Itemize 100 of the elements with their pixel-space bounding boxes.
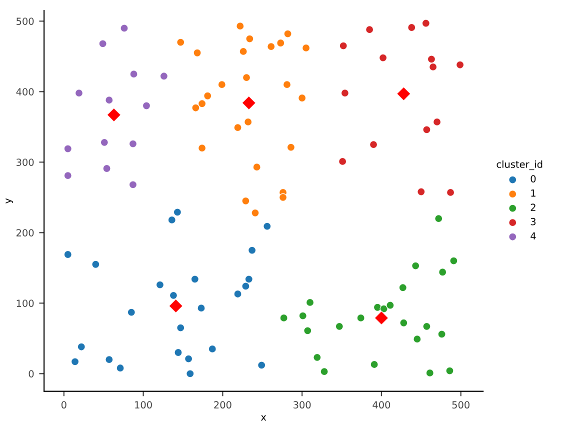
point bbox=[298, 312, 308, 320]
point bbox=[450, 256, 458, 266]
point bbox=[192, 104, 200, 112]
point bbox=[105, 96, 114, 104]
point bbox=[426, 368, 434, 378]
point bbox=[64, 144, 72, 153]
point bbox=[242, 73, 251, 82]
point bbox=[434, 214, 443, 223]
y-tick-label: 300 bbox=[16, 158, 34, 166]
point bbox=[244, 118, 252, 126]
legend-label: 0 bbox=[530, 175, 536, 182]
point bbox=[276, 38, 285, 48]
point bbox=[428, 62, 438, 72]
point bbox=[128, 180, 138, 189]
y-tick-label: 0 bbox=[28, 370, 34, 378]
point bbox=[456, 60, 464, 70]
point bbox=[257, 361, 266, 370]
point bbox=[198, 99, 206, 108]
point bbox=[120, 24, 128, 32]
y-tick-label: 500 bbox=[16, 18, 34, 25]
point bbox=[411, 262, 420, 270]
x-tick-label: 0 bbox=[61, 401, 66, 409]
point bbox=[422, 322, 431, 331]
y-tick-label: 100 bbox=[16, 300, 34, 307]
legend-label: 1 bbox=[531, 190, 536, 197]
point bbox=[234, 123, 242, 132]
point bbox=[102, 164, 111, 173]
point bbox=[302, 44, 310, 52]
point bbox=[190, 275, 200, 284]
point bbox=[396, 86, 411, 102]
point bbox=[338, 157, 347, 166]
point bbox=[128, 140, 138, 148]
point bbox=[142, 102, 151, 110]
point bbox=[160, 72, 168, 80]
point bbox=[198, 144, 206, 152]
point bbox=[365, 25, 374, 34]
point bbox=[64, 171, 72, 180]
point bbox=[77, 342, 86, 352]
point bbox=[186, 369, 194, 378]
point bbox=[203, 92, 212, 100]
point bbox=[422, 126, 431, 134]
point bbox=[242, 282, 250, 290]
point bbox=[70, 358, 80, 366]
y-axis-title: y bbox=[6, 198, 14, 204]
point bbox=[284, 30, 292, 38]
point bbox=[242, 96, 256, 110]
legend-label: 3 bbox=[530, 218, 536, 226]
point bbox=[236, 22, 244, 30]
point bbox=[278, 193, 288, 202]
point bbox=[251, 208, 260, 218]
legend-title: cluster_id bbox=[496, 160, 542, 170]
point bbox=[298, 94, 306, 102]
point bbox=[286, 143, 296, 152]
point bbox=[169, 291, 178, 300]
point bbox=[266, 42, 276, 51]
point bbox=[184, 354, 193, 363]
point bbox=[446, 188, 455, 197]
point bbox=[234, 290, 242, 298]
point bbox=[64, 250, 72, 259]
point bbox=[280, 314, 288, 322]
point bbox=[339, 42, 348, 50]
point bbox=[173, 208, 182, 216]
point bbox=[262, 222, 272, 230]
point bbox=[320, 367, 328, 376]
point bbox=[244, 275, 254, 284]
point bbox=[246, 34, 254, 43]
point bbox=[116, 364, 124, 372]
point bbox=[156, 280, 164, 289]
point bbox=[313, 353, 322, 362]
point bbox=[398, 283, 408, 292]
point bbox=[438, 268, 447, 276]
point bbox=[208, 344, 217, 354]
x-tick-label: 500 bbox=[452, 401, 470, 409]
point bbox=[168, 216, 176, 224]
point bbox=[303, 326, 312, 335]
point bbox=[100, 138, 109, 147]
point bbox=[400, 318, 408, 328]
point bbox=[242, 196, 250, 206]
x-axis-title: x bbox=[260, 415, 266, 421]
point bbox=[356, 314, 365, 322]
point bbox=[413, 334, 422, 344]
x-tick-label: 100 bbox=[135, 401, 152, 409]
point bbox=[282, 80, 292, 89]
point bbox=[340, 88, 350, 98]
point bbox=[174, 348, 182, 357]
point bbox=[98, 40, 107, 48]
point bbox=[335, 322, 344, 331]
point bbox=[248, 246, 256, 254]
point bbox=[193, 48, 202, 58]
point bbox=[105, 355, 114, 364]
point bbox=[176, 38, 185, 46]
point bbox=[176, 324, 185, 332]
point bbox=[306, 298, 314, 307]
y-tick-label: 400 bbox=[16, 88, 34, 96]
point bbox=[407, 23, 416, 32]
point bbox=[127, 308, 136, 316]
point bbox=[378, 54, 388, 62]
point bbox=[218, 80, 226, 89]
point bbox=[106, 108, 122, 122]
point bbox=[168, 298, 184, 314]
